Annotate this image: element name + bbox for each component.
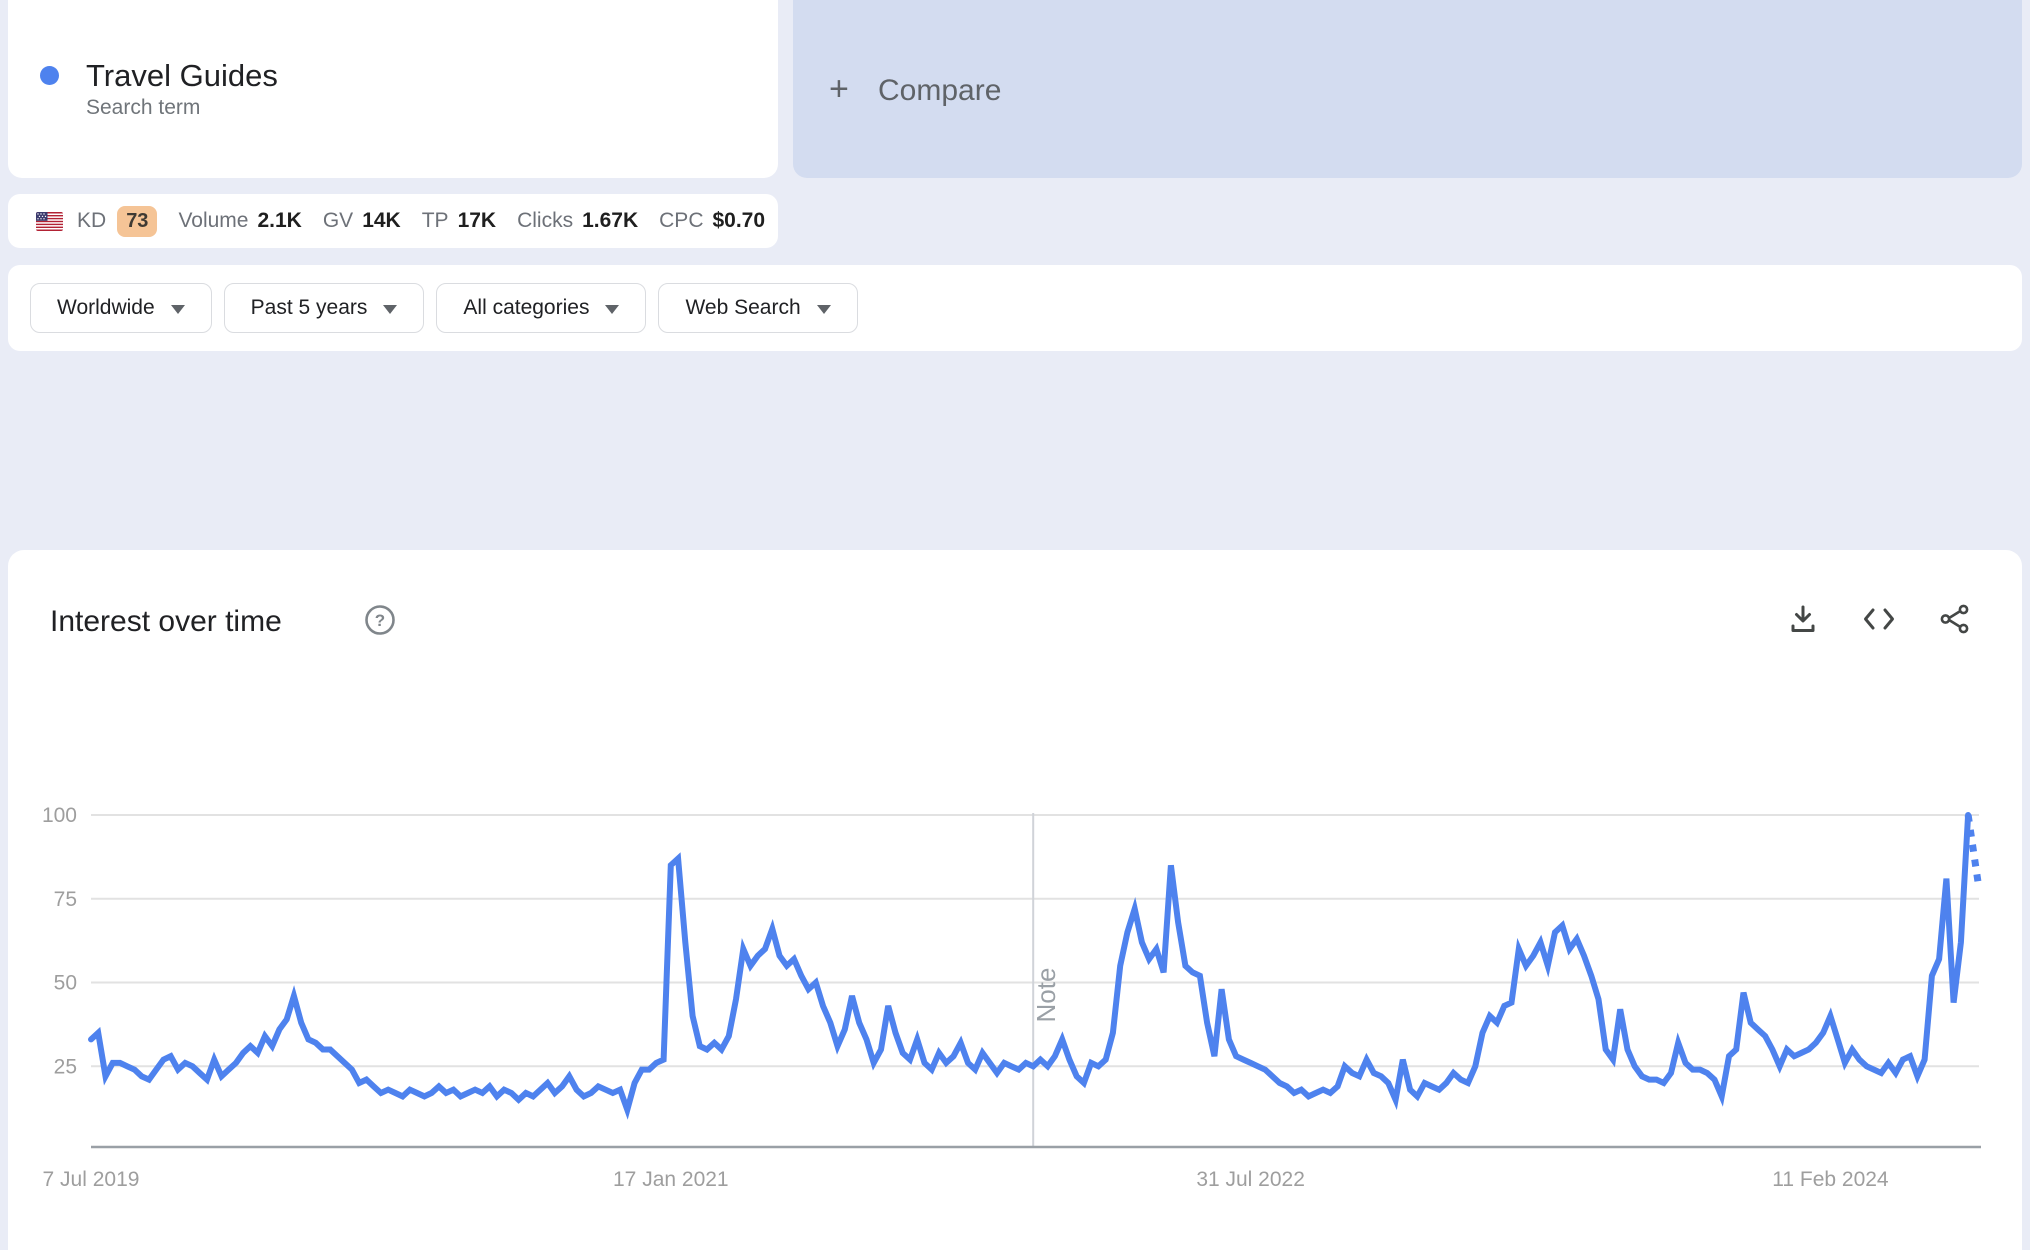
filters-bar: Worldwide Past 5 years All categories We… <box>8 265 2022 351</box>
download-button[interactable] <box>1784 600 1822 638</box>
interest-over-time-chart[interactable]: 100 75 50 25 Note 7 Jul 2019 17 Jan 2021 31 Jul… <box>8 550 2022 1250</box>
plus-icon: + <box>829 70 849 108</box>
x-axis-tick-label: 31 Jul 2022 <box>1196 1168 1305 1191</box>
chevron-down-icon <box>170 304 185 314</box>
search-term-card[interactable]: Travel Guides Search term <box>8 0 778 178</box>
x-axis-tick-label: 17 Jan 2021 <box>613 1168 729 1191</box>
us-flag-icon <box>36 211 63 231</box>
gv-label: GV <box>322 209 354 232</box>
trend-line <box>88 812 1972 1120</box>
search-term-subtitle: Search term <box>86 96 201 119</box>
interest-over-time-panel: Interest over time ? <box>8 550 2022 1250</box>
time-range-filter-dropdown[interactable]: Past 5 years <box>223 283 425 333</box>
volume-label: Volume <box>178 209 249 232</box>
search-term-title: Travel Guides <box>86 58 278 93</box>
x-axis-tick-label: 7 Jul 2019 <box>43 1168 140 1191</box>
embed-button[interactable] <box>1860 600 1898 638</box>
region-filter-dropdown[interactable]: Worldwide <box>30 283 212 333</box>
y-axis-tick-label: 25 <box>54 1055 77 1078</box>
tp-value: 17K <box>457 209 497 232</box>
section-title: Interest over time <box>50 605 282 638</box>
chevron-down-icon <box>816 304 831 314</box>
share-button[interactable] <box>1936 600 1974 638</box>
note-marker-label: Note <box>1031 968 1061 1023</box>
time-range-filter-label: Past 5 years <box>250 296 368 319</box>
cpc-label: CPC <box>659 209 704 232</box>
region-filter-label: Worldwide <box>57 296 155 319</box>
add-comparison-card[interactable]: + Compare <box>793 0 2022 178</box>
clicks-value: 1.67K <box>582 209 639 232</box>
y-axis-tick-label: 75 <box>54 888 77 911</box>
gv-value: 14K <box>362 209 401 232</box>
help-icon[interactable]: ? <box>363 603 397 637</box>
clicks-label: Clicks <box>517 209 574 232</box>
tp-label: TP <box>421 209 449 232</box>
compare-label: Compare <box>878 74 1002 107</box>
keyword-metrics-bar: KD 73 Volume 2.1K GV 14K TP 17K Clicks 1… <box>8 194 778 248</box>
x-axis-tick-label: 11 Feb 2024 <box>1772 1168 1889 1191</box>
cpc-value: $0.70 <box>712 209 766 232</box>
category-filter-label: All categories <box>463 296 590 319</box>
search-type-filter-dropdown[interactable]: Web Search <box>658 283 858 333</box>
category-filter-dropdown[interactable]: All categories <box>436 283 647 333</box>
chevron-down-icon <box>605 304 620 314</box>
y-axis-tick-label: 100 <box>42 804 77 827</box>
kd-badge: 73 <box>117 205 158 237</box>
chevron-down-icon <box>383 304 398 314</box>
svg-text:?: ? <box>375 611 385 630</box>
series-color-dot-icon <box>40 66 59 85</box>
y-axis-tick-label: 50 <box>54 972 77 995</box>
volume-value: 2.1K <box>257 209 302 232</box>
search-type-filter-label: Web Search <box>685 296 801 319</box>
trend-line-partial <box>1964 814 1983 890</box>
chart-actions <box>1784 600 1974 638</box>
kd-label: KD <box>77 209 107 232</box>
